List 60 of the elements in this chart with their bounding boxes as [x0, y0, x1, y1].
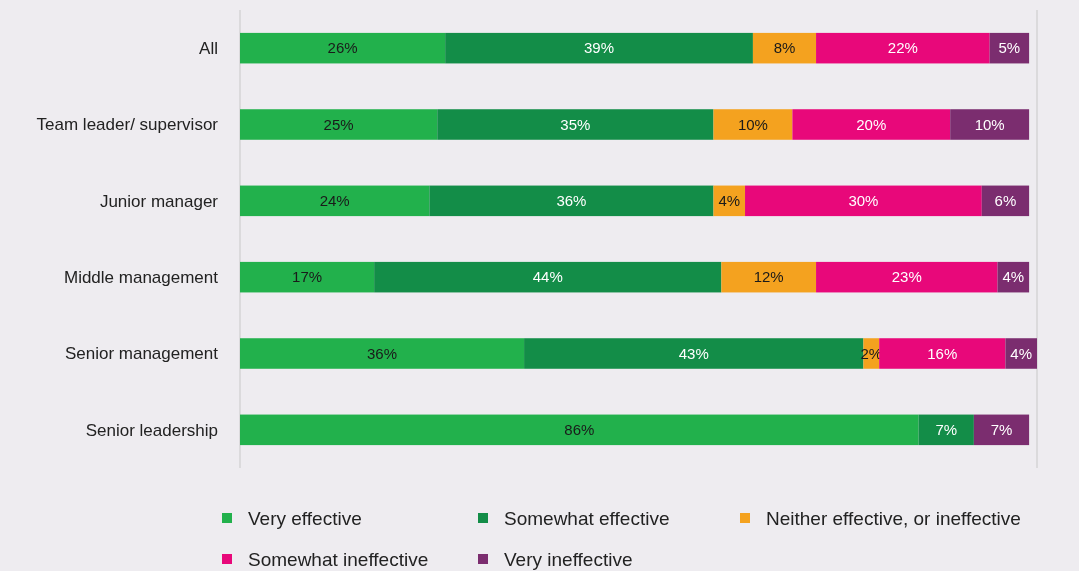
data-label: 7% — [990, 421, 1013, 439]
data-label: 8% — [773, 39, 796, 57]
y-tick-label: Team leader/ supervisor — [36, 115, 219, 135]
bar — [240, 32, 446, 64]
bar — [240, 109, 438, 140]
bar — [745, 185, 982, 217]
bar — [816, 261, 998, 293]
bar — [240, 414, 919, 446]
data-label: 12% — [753, 268, 784, 286]
data-label: 86% — [564, 421, 595, 439]
bar — [240, 261, 375, 293]
data-label: 36% — [367, 344, 398, 362]
data-label: 4% — [1010, 344, 1033, 362]
data-label: 20% — [856, 115, 887, 133]
data-label: 4% — [718, 192, 741, 210]
bar — [879, 338, 1006, 369]
legend-label: Very effective — [248, 507, 362, 529]
bar — [374, 261, 722, 293]
legend-label: Somewhat ineffective — [248, 548, 429, 570]
data-label: 30% — [848, 192, 879, 210]
legend-label: Neither effective, or ineffective — [766, 507, 1021, 529]
y-tick-label: Senior management — [64, 344, 219, 364]
y-tick-label: All — [199, 39, 218, 59]
bar — [437, 109, 714, 140]
data-label: 24% — [319, 192, 350, 210]
data-label: 6% — [994, 192, 1017, 210]
data-label: 23% — [891, 268, 922, 286]
data-label: 10% — [974, 115, 1005, 133]
data-label: 25% — [323, 115, 354, 133]
bar — [721, 261, 817, 293]
bar — [950, 109, 1030, 140]
bar — [713, 109, 793, 140]
bar — [445, 32, 753, 64]
y-tick-label: Middle management — [63, 268, 219, 288]
data-label: 17% — [292, 268, 323, 286]
legend-label: Very ineffective — [504, 548, 633, 570]
data-label: 44% — [532, 268, 563, 286]
y-tick-label: Junior manager — [99, 191, 219, 211]
bar — [752, 32, 817, 64]
bar — [816, 32, 990, 64]
y-tick-label: Senior leadership — [85, 420, 218, 440]
data-label: 43% — [678, 344, 709, 362]
data-label: 39% — [584, 39, 615, 57]
data-label: 10% — [737, 115, 768, 133]
data-label: 22% — [887, 39, 918, 57]
bar — [973, 414, 1030, 446]
bar — [240, 338, 525, 369]
bar — [240, 185, 430, 217]
data-label: 7% — [935, 421, 958, 439]
data-label: 5% — [998, 39, 1021, 57]
bar — [429, 185, 714, 217]
bar — [918, 414, 974, 446]
data-label: 36% — [556, 192, 587, 210]
data-label: 26% — [327, 39, 358, 57]
data-label: 4% — [1002, 268, 1025, 286]
legend-label: Somewhat effective — [504, 507, 670, 529]
data-label: 35% — [560, 115, 591, 133]
bar — [1005, 338, 1037, 369]
data-label: 16% — [927, 344, 958, 362]
bar — [792, 109, 951, 140]
